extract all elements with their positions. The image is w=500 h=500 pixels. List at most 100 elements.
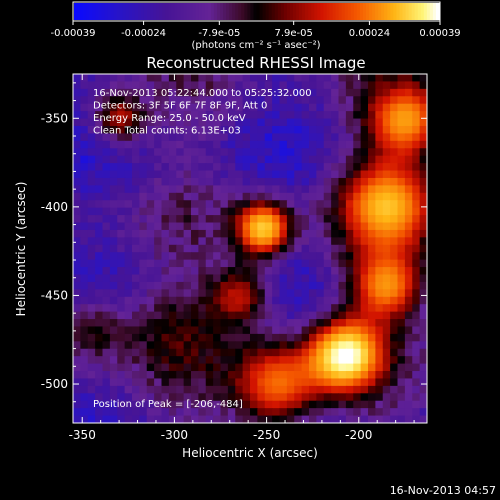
heatmap-cell xyxy=(301,222,310,231)
heatmap-cell xyxy=(87,281,96,290)
heatmap-cell xyxy=(213,170,222,179)
heatmap-cell xyxy=(404,148,413,157)
heatmap-cell xyxy=(382,311,391,320)
heatmap-cell xyxy=(360,296,369,305)
heatmap-cell xyxy=(286,207,295,216)
heatmap-cell xyxy=(139,215,148,224)
heatmap-cell xyxy=(117,237,126,246)
colorbar-tick-label: 0.00039 xyxy=(419,28,460,39)
heatmap-cell xyxy=(345,326,354,335)
heatmap-cell xyxy=(331,244,340,253)
heatmap-cell xyxy=(368,111,376,120)
heatmap-cell xyxy=(250,363,258,372)
heatmap-cell xyxy=(419,148,428,157)
colorbar-cell xyxy=(77,3,81,20)
heatmap-cell xyxy=(220,333,229,342)
heatmap-cell xyxy=(220,170,229,179)
heatmap-cell xyxy=(109,111,118,120)
heatmap-cell xyxy=(198,237,207,246)
heatmap-cell xyxy=(257,81,266,90)
heatmap-cell xyxy=(316,222,325,231)
heatmap-cell xyxy=(375,88,384,97)
heatmap-cell xyxy=(412,408,421,417)
heatmap-cell xyxy=(294,96,303,105)
heatmap-cell xyxy=(73,118,81,127)
heatmap-cell xyxy=(404,140,413,149)
heatmap-cell xyxy=(316,88,325,97)
heatmap-cell xyxy=(345,341,354,350)
heatmap-cell xyxy=(360,215,369,224)
heatmap-cell xyxy=(404,170,413,179)
heatmap-cell xyxy=(404,244,413,253)
heatmap-cell xyxy=(132,118,140,127)
heatmap-cell xyxy=(382,319,391,327)
heatmap-cell xyxy=(220,229,229,238)
heatmap-cell xyxy=(80,319,89,327)
heatmap-cell xyxy=(286,341,295,350)
colorbar-cell xyxy=(329,3,334,20)
heatmap-cell xyxy=(227,319,236,327)
heatmap-cell xyxy=(242,356,251,365)
colorbar-cell xyxy=(396,3,401,20)
heatmap-cell xyxy=(117,259,126,268)
colorbar-cell xyxy=(384,3,388,20)
heatmap-cell xyxy=(183,118,192,127)
heatmap-cell xyxy=(353,333,362,342)
heatmap-cell xyxy=(375,125,384,134)
heatmap-cell xyxy=(390,103,399,112)
heatmap-cell xyxy=(323,74,332,82)
heatmap-cell xyxy=(323,311,332,320)
heatmap-cell xyxy=(154,96,163,105)
heatmap-cell xyxy=(205,118,214,127)
heatmap-cell xyxy=(390,304,399,313)
heatmap-cell xyxy=(382,81,391,90)
heatmap-cell xyxy=(360,170,369,179)
heatmap-cell xyxy=(124,155,133,164)
heatmap-cell xyxy=(87,319,96,327)
heatmap-cell xyxy=(198,348,207,357)
heatmap-cell xyxy=(205,378,214,387)
heatmap-cell xyxy=(301,326,310,335)
heatmap-cell xyxy=(338,371,347,379)
heatmap-cell xyxy=(95,192,104,201)
heatmap-cell xyxy=(345,304,354,313)
heatmap-cell xyxy=(117,222,126,231)
heatmap-cell xyxy=(161,385,170,394)
colorbar-cell xyxy=(293,3,297,20)
heatmap-cell xyxy=(279,378,288,387)
annotation-line: 16-Nov-2013 05:22:44.000 to 05:25:32.000 xyxy=(93,88,312,99)
heatmap-cell xyxy=(272,289,281,298)
heatmap-cell xyxy=(272,385,281,394)
heatmap-cell xyxy=(227,163,236,172)
heatmap-cell xyxy=(353,356,362,365)
heatmap-cell xyxy=(176,148,185,157)
heatmap-cell xyxy=(146,341,155,350)
heatmap-cell xyxy=(323,170,332,179)
heatmap-cell xyxy=(161,88,170,97)
y-axis-label: Heliocentric Y (arcsec) xyxy=(14,182,28,317)
heatmap-cell xyxy=(73,385,81,394)
y-tick-label: -350 xyxy=(41,111,68,125)
heatmap-cell xyxy=(87,215,96,224)
heatmap-cell xyxy=(368,155,376,164)
heatmap-cell xyxy=(117,311,126,320)
heatmap-cell xyxy=(309,229,317,238)
heatmap-cell xyxy=(360,274,369,283)
heatmap-cell xyxy=(323,393,332,402)
heatmap-cell xyxy=(213,74,222,82)
heatmap-cell xyxy=(220,408,229,417)
heatmap-cell xyxy=(183,163,192,172)
heatmap-cell xyxy=(242,192,251,201)
heatmap-cell xyxy=(95,140,104,149)
heatmap-cell xyxy=(397,333,406,342)
colorbar-cell xyxy=(262,3,267,20)
heatmap-cell xyxy=(257,177,266,186)
heatmap-cell xyxy=(286,274,295,283)
heatmap-cell xyxy=(286,319,295,327)
heatmap-cell xyxy=(220,96,229,105)
heatmap-cell xyxy=(264,415,273,424)
heatmap-cell xyxy=(390,356,399,365)
heatmap-cell xyxy=(397,148,406,157)
heatmap-cell xyxy=(382,244,391,253)
heatmap-cell xyxy=(168,244,177,253)
